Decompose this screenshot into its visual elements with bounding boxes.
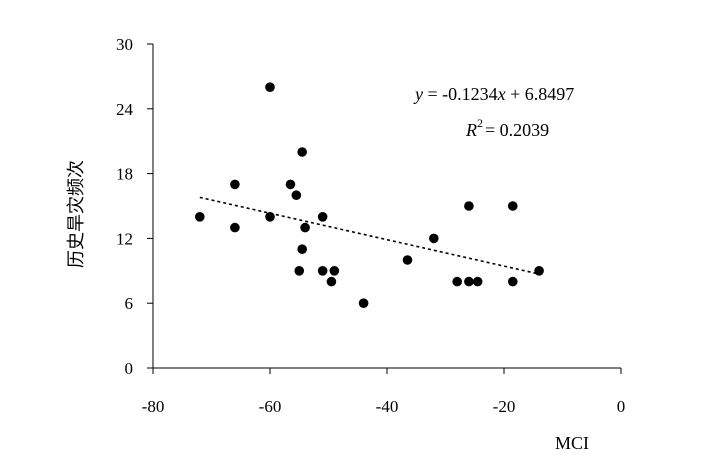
data-points bbox=[195, 82, 544, 309]
data-point bbox=[472, 276, 483, 287]
data-point bbox=[300, 222, 310, 233]
y-ticks: 0 6 12 18 24 30 bbox=[116, 35, 153, 378]
data-point bbox=[326, 276, 337, 287]
r-squared-label: R2 = 0.2039 bbox=[465, 116, 549, 140]
data-point bbox=[507, 201, 518, 211]
x-tick-label: -40 bbox=[376, 397, 399, 416]
data-point bbox=[402, 255, 413, 265]
data-point bbox=[464, 276, 474, 287]
x-axis-title: MCI bbox=[555, 433, 589, 453]
x-ticks: -80 -60 -40 -20 0 bbox=[142, 368, 626, 416]
data-point bbox=[265, 82, 275, 92]
data-point bbox=[329, 266, 340, 276]
data-point bbox=[291, 190, 302, 200]
data-point bbox=[285, 179, 296, 190]
data-point bbox=[358, 298, 369, 309]
x-tick-label: -20 bbox=[493, 397, 516, 416]
data-point bbox=[195, 212, 205, 222]
data-point bbox=[534, 266, 544, 276]
r-squared-value: = 0.2039 bbox=[485, 120, 549, 140]
data-point bbox=[265, 212, 275, 222]
x-tick-label: -80 bbox=[142, 397, 165, 416]
y-axis-title: 历史旱灾频次 bbox=[66, 160, 86, 268]
data-point bbox=[452, 276, 463, 287]
data-point bbox=[230, 222, 240, 233]
equation-y-var: y bbox=[413, 84, 423, 104]
trendline bbox=[199, 196, 540, 275]
y-tick-label: 18 bbox=[116, 165, 133, 184]
equation-rest: = -0.1234 bbox=[423, 84, 498, 104]
r-squared-exp: 2 bbox=[477, 116, 483, 130]
equation-tail: + 6.8497 bbox=[506, 84, 575, 104]
data-point bbox=[464, 201, 474, 211]
y-tick-label: 0 bbox=[125, 359, 134, 378]
data-point bbox=[429, 233, 439, 244]
data-point bbox=[317, 266, 328, 276]
x-tick-label: 0 bbox=[617, 397, 626, 416]
data-point bbox=[294, 266, 305, 276]
data-point bbox=[317, 212, 328, 222]
y-tick-label: 12 bbox=[116, 229, 133, 248]
y-tick-label: 30 bbox=[116, 35, 133, 54]
equation-x-var: x bbox=[497, 84, 506, 104]
data-point bbox=[297, 244, 307, 254]
trendline-group bbox=[199, 196, 540, 275]
data-point bbox=[507, 276, 518, 287]
r-squared-var: R bbox=[465, 120, 477, 140]
data-point bbox=[230, 179, 240, 190]
regression-equation: y = -0.1234x + 6.8497 bbox=[413, 84, 574, 104]
data-point bbox=[297, 147, 307, 157]
x-tick-label: -60 bbox=[259, 397, 282, 416]
y-tick-label: 6 bbox=[125, 294, 134, 313]
y-tick-label: 24 bbox=[116, 100, 134, 119]
